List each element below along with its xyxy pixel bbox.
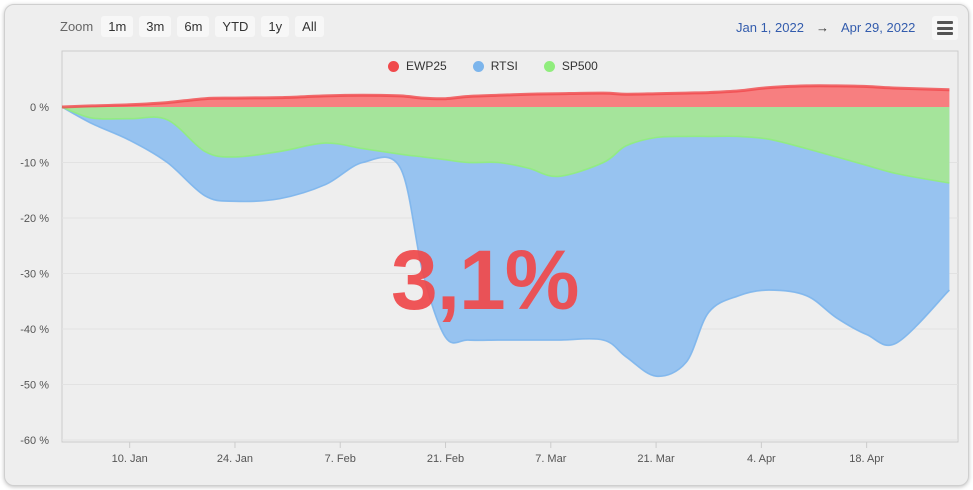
zoom-all-button[interactable]: All <box>295 16 324 37</box>
y-axis: 0 % -10 % -20 % -30 % -40 % -50 % -60 % <box>20 102 49 447</box>
zoom-label: Zoom <box>60 19 94 34</box>
y-tick-label: 0 % <box>30 102 49 114</box>
series-line-sp500 <box>61 106 950 184</box>
x-tick-label: 7. Feb <box>325 453 356 465</box>
zoom-ytd-button[interactable]: YTD <box>215 16 256 37</box>
hamburger-icon-bar <box>937 32 953 35</box>
legend: EWP25 RTSI SP500 <box>388 59 598 73</box>
range-arrow-icon: → <box>815 20 829 35</box>
date-range: Jan 1, 2022 → Apr 29, 2022 <box>736 20 915 35</box>
series-area-rtsi <box>62 107 950 377</box>
legend-dot-icon <box>388 60 399 72</box>
x-tick-label: 24. Jan <box>217 453 253 465</box>
range-to-input[interactable]: Apr 29, 2022 <box>840 20 916 35</box>
y-tick-label: -20 % <box>20 213 49 225</box>
legend-item-sp500[interactable]: SP500 <box>543 59 598 73</box>
overlay-value: 3,1% <box>391 233 579 327</box>
series-line-rtsi <box>61 106 950 378</box>
legend-label: EWP25 <box>406 59 447 73</box>
series-area-sp500 <box>62 107 950 183</box>
zoom-1m-button[interactable]: 1m <box>101 16 134 37</box>
x-tick-label: 7. Mar <box>535 453 567 465</box>
y-tick-label: -10 % <box>20 158 49 170</box>
x-tick-label: 18. Apr <box>849 453 884 465</box>
series-line-ewp25 <box>61 84 950 109</box>
x-axis: 10. Jan 24. Jan 7. Feb 21. Feb 7. Mar 21. Mar… <box>112 442 884 465</box>
zoom-3m-button[interactable]: 3m <box>139 16 172 37</box>
y-tick-label: -60 % <box>20 435 49 447</box>
legend-dot-icon <box>543 60 555 72</box>
legend-label: SP500 <box>561 59 598 73</box>
zoom-1y-button[interactable]: 1y <box>261 16 290 37</box>
x-tick-label: 4. Apr <box>747 453 776 465</box>
y-tick-label: -50 % <box>20 380 49 392</box>
legend-item-ewp25[interactable]: EWP25 <box>388 59 447 73</box>
legend-dot-icon <box>472 60 484 72</box>
range-from-input[interactable]: Jan 1, 2022 <box>736 20 804 35</box>
series-areas <box>61 84 950 378</box>
y-tick-label: -40 % <box>20 324 49 336</box>
context-menu-button[interactable] <box>932 16 958 40</box>
x-tick-label: 21. Mar <box>637 453 675 465</box>
legend-label: RTSI <box>490 59 518 73</box>
x-tick-label: 21. Feb <box>427 453 464 465</box>
legend-item-rtsi[interactable]: RTSI <box>472 59 518 73</box>
x-tick-label: 10. Jan <box>112 453 148 465</box>
zoom-bar: Zoom 1m 3m 6m YTD 1y All <box>60 16 324 37</box>
zoom-6m-button[interactable]: 6m <box>177 16 210 37</box>
y-tick-label: -30 % <box>20 269 49 281</box>
hamburger-icon-bar <box>937 26 953 30</box>
hamburger-icon <box>937 21 953 24</box>
